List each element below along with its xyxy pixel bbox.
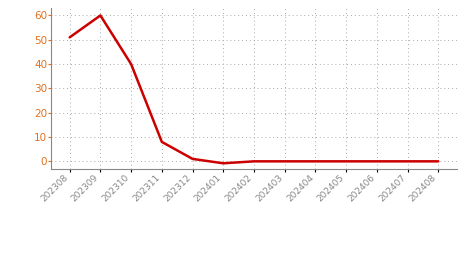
Line: Total: Total — [70, 16, 438, 163]
Total — [343, 160, 349, 163]
Total — [128, 63, 134, 66]
Total — [220, 162, 226, 165]
Total — [159, 140, 164, 144]
Total — [374, 160, 380, 163]
Total — [435, 160, 441, 163]
Total — [313, 160, 318, 163]
Total — [251, 160, 257, 163]
Total — [67, 36, 73, 39]
Total — [190, 157, 195, 160]
Total — [97, 14, 103, 17]
Total — [405, 160, 411, 163]
Total — [282, 160, 288, 163]
